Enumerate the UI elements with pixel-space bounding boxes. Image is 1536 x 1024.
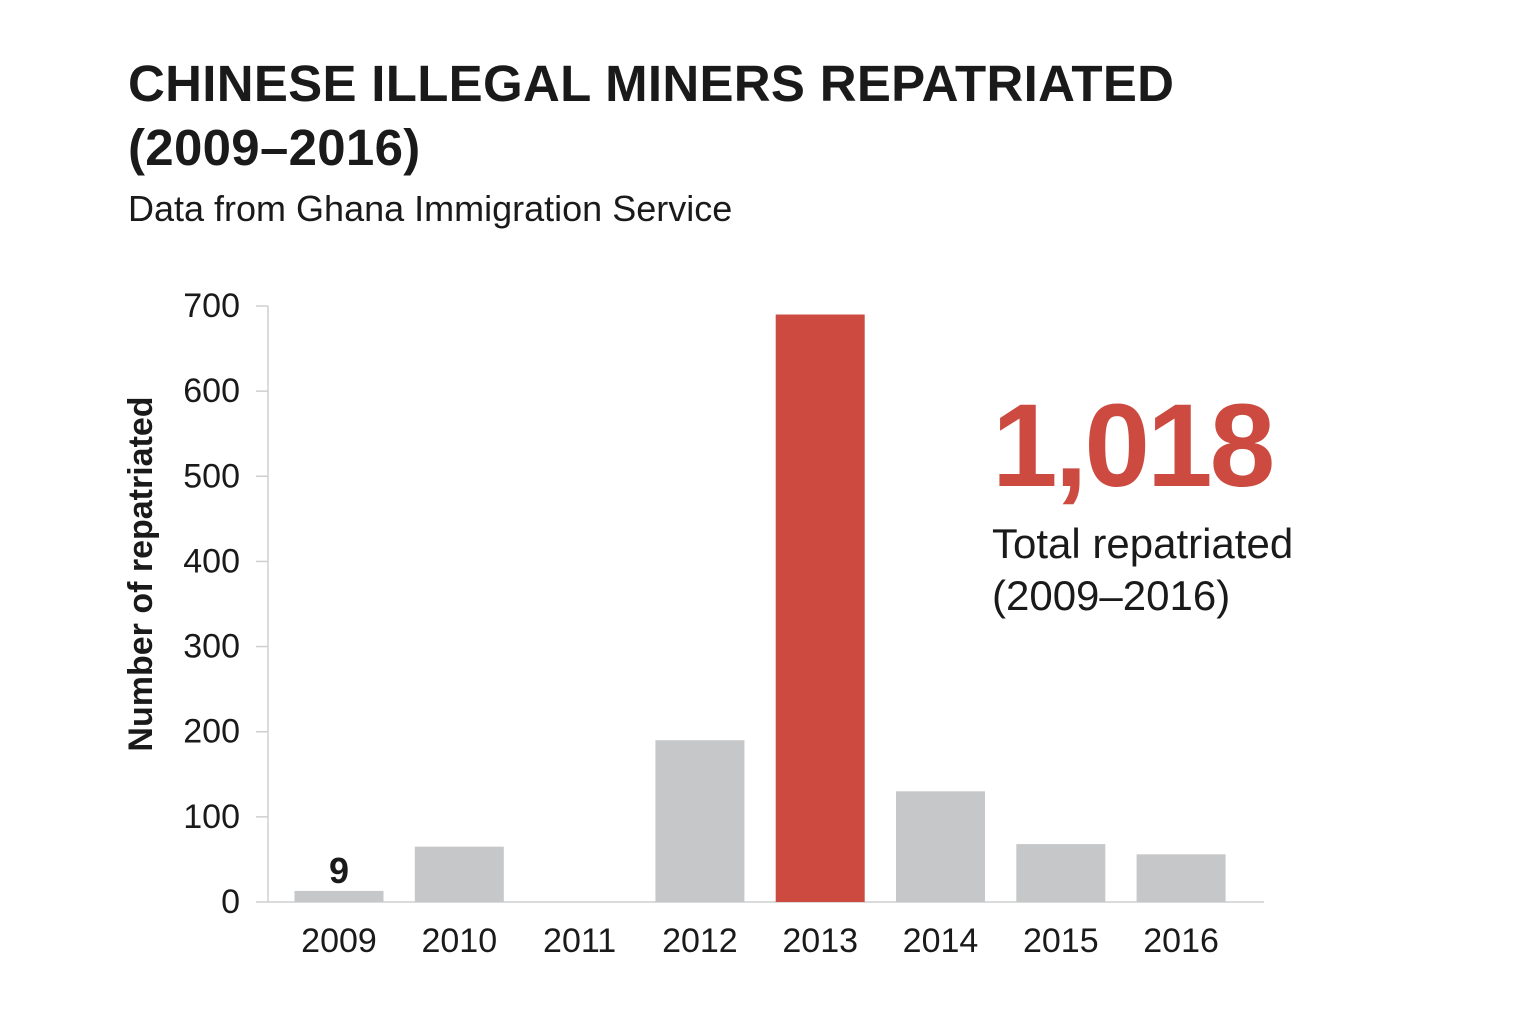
chart-subtitle: Data from Ghana Immigration Service xyxy=(128,188,733,229)
bar-2013 xyxy=(775,314,865,902)
total-value: 1,018 xyxy=(992,380,1275,512)
bar-2015 xyxy=(1016,844,1106,902)
x-tick-label: 2010 xyxy=(421,922,497,960)
chart-title: CHINESE ILLEGAL MINERS REPATRIATED (2009… xyxy=(128,52,1328,180)
x-tick-label: 2011 xyxy=(543,922,616,960)
x-tick-label: 2013 xyxy=(782,922,858,960)
y-tick-label: 400 xyxy=(183,542,240,580)
x-tick-label: 2015 xyxy=(1023,922,1099,960)
x-tick-label: 2014 xyxy=(903,922,979,960)
x-tick-label: 2012 xyxy=(662,922,738,960)
total-label: Total repatriated (2009–2016) xyxy=(992,518,1472,622)
total-label-line-1: Total repatriated xyxy=(992,520,1294,567)
bar-2016 xyxy=(1136,854,1226,902)
total-label-line-2: (2009–2016) xyxy=(992,572,1231,619)
y-tick-label: 600 xyxy=(183,372,240,410)
total-callout: 1,018 Total repatriated (2009–2016) xyxy=(992,384,1472,622)
chart-title-line-1: CHINESE ILLEGAL MINERS REPATRIATED xyxy=(128,55,1175,112)
y-axis-title: Number of repatriated xyxy=(122,396,160,751)
y-tick-label: 700 xyxy=(183,287,240,325)
y-tick-label: 100 xyxy=(183,798,240,836)
x-tick-label: 2016 xyxy=(1143,922,1219,960)
y-tick-label: 200 xyxy=(183,713,240,751)
bar-2014 xyxy=(896,791,985,902)
data-label: 9 xyxy=(329,850,349,891)
y-tick-label: 0 xyxy=(221,883,240,921)
y-tick-label: 300 xyxy=(183,628,240,666)
bar-2009 xyxy=(294,890,384,902)
bar-2012 xyxy=(655,740,745,902)
y-tick-label: 500 xyxy=(183,457,240,495)
x-tick-label: 2009 xyxy=(301,922,377,960)
bar-2010 xyxy=(414,846,504,902)
chart-title-line-2: (2009–2016) xyxy=(128,119,421,176)
